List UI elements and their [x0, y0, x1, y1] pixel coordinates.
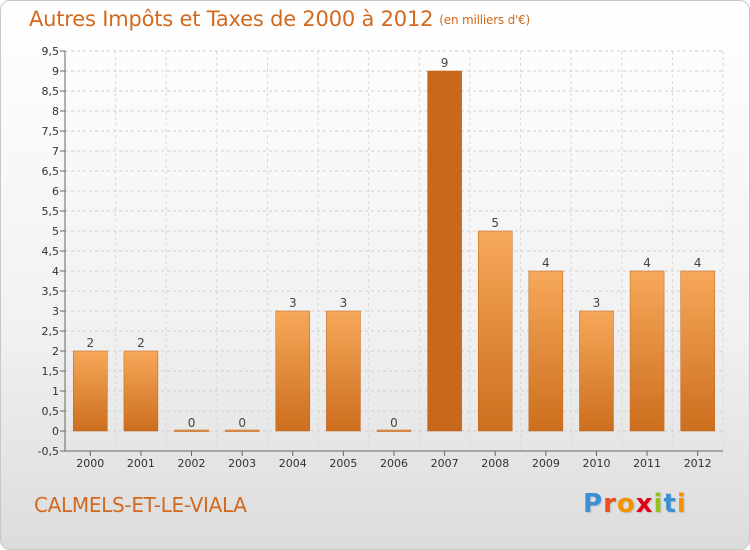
- bar: [174, 429, 209, 432]
- y-tick-label: 2,5: [42, 325, 60, 338]
- logo-letter: i: [653, 489, 664, 519]
- y-tick-label: 0,5: [42, 405, 60, 418]
- x-tick-label: 2012: [684, 457, 712, 470]
- x-tick-label: 2005: [329, 457, 357, 470]
- y-tick-label: 7: [52, 145, 59, 158]
- y-tick-label: 3: [52, 305, 59, 318]
- bar-value-label: 5: [491, 216, 499, 230]
- bar-value-label: 2: [137, 336, 145, 350]
- bar: [427, 70, 462, 432]
- logo-letter: x: [635, 489, 654, 519]
- y-tick-label: 1,5: [42, 365, 60, 378]
- bar-value-label: 3: [289, 296, 297, 310]
- y-tick-label: 8,5: [42, 85, 60, 98]
- axes: -0,5 0 0,5 1 1,5 2 2,5 3 3,5 4 4,5 5 5,5 6 6,5 7 7,5 8 8,5…: [38, 45, 723, 470]
- x-tick-label: 2006: [380, 457, 408, 470]
- y-tick-label: 9: [52, 65, 59, 78]
- y-tick-label: 5,5: [42, 205, 60, 218]
- bar: [275, 310, 311, 432]
- bar: [579, 310, 614, 432]
- bar-value-label: 4: [542, 256, 550, 270]
- x-tick-label: 2000: [76, 457, 104, 470]
- y-tick-label: 9,5: [42, 45, 60, 58]
- x-tick-label: 2008: [481, 457, 509, 470]
- y-tick-label: 0: [52, 425, 59, 438]
- x-tick-label: 2004: [279, 457, 307, 470]
- x-tick-label: 2011: [633, 457, 661, 470]
- bar-value-label: 4: [643, 256, 651, 270]
- bar-value-label: 0: [188, 416, 196, 430]
- y-tick-label: 6: [52, 185, 59, 198]
- y-tick-label: 5: [52, 225, 59, 238]
- chart-title: Autres Impôts et Taxes de 2000 à 2012 (en…: [29, 7, 530, 31]
- y-tick-label: -0,5: [38, 445, 59, 458]
- y-tick-label: 3,5: [42, 285, 60, 298]
- y-tick-label: 7,5: [42, 125, 60, 138]
- y-tick-label: 1: [52, 385, 59, 398]
- bar: [477, 230, 513, 432]
- proxiti-logo: Proxiti: [583, 489, 687, 519]
- logo-letter: r: [603, 489, 617, 519]
- value-labels: 2 2 0 0 3 3 0 9 5 4 3 4 4: [86, 56, 701, 430]
- bar: [224, 429, 260, 432]
- bar: [123, 350, 159, 432]
- bar: [680, 270, 715, 432]
- chart-title-unit: (en milliers d'€): [439, 13, 531, 27]
- bar-value-label: 0: [238, 416, 246, 430]
- x-tick-label: 2010: [582, 457, 610, 470]
- x-tick-label: 2003: [228, 457, 256, 470]
- chart-title-main: Autres Impôts et Taxes de 2000 à 2012: [29, 7, 434, 31]
- y-tick-label: 2: [52, 345, 59, 358]
- logo-letter: i: [676, 489, 687, 519]
- y-tick-label: 4,5: [42, 245, 60, 258]
- logo-letter: P: [583, 489, 604, 519]
- y-tick-label: 8: [52, 105, 59, 118]
- bar: [376, 429, 412, 432]
- bar: [73, 350, 108, 432]
- x-tick-label: 2002: [178, 457, 206, 470]
- bar-value-label: 4: [694, 256, 702, 270]
- x-tick-label: 2009: [532, 457, 560, 470]
- x-tick-label: 2001: [127, 457, 155, 470]
- logo-letter: t: [663, 489, 677, 519]
- bar-value-label: 2: [86, 336, 94, 350]
- logo-letter: o: [616, 489, 636, 519]
- y-tick-label: 4: [52, 265, 59, 278]
- bar: [528, 270, 564, 432]
- bar-value-label: 3: [593, 296, 601, 310]
- bar: [326, 310, 361, 432]
- grid-lines: [64, 50, 724, 452]
- bar-value-label: 0: [390, 416, 398, 430]
- bar: [629, 270, 665, 432]
- y-tick-label: 6,5: [42, 165, 60, 178]
- x-tick-label: 2007: [431, 457, 459, 470]
- commune-name: CALMELS-ET-LE-VIALA: [34, 493, 247, 517]
- bar-value-label: 9: [441, 56, 449, 70]
- bar-value-label: 3: [340, 296, 348, 310]
- bars: [73, 70, 715, 432]
